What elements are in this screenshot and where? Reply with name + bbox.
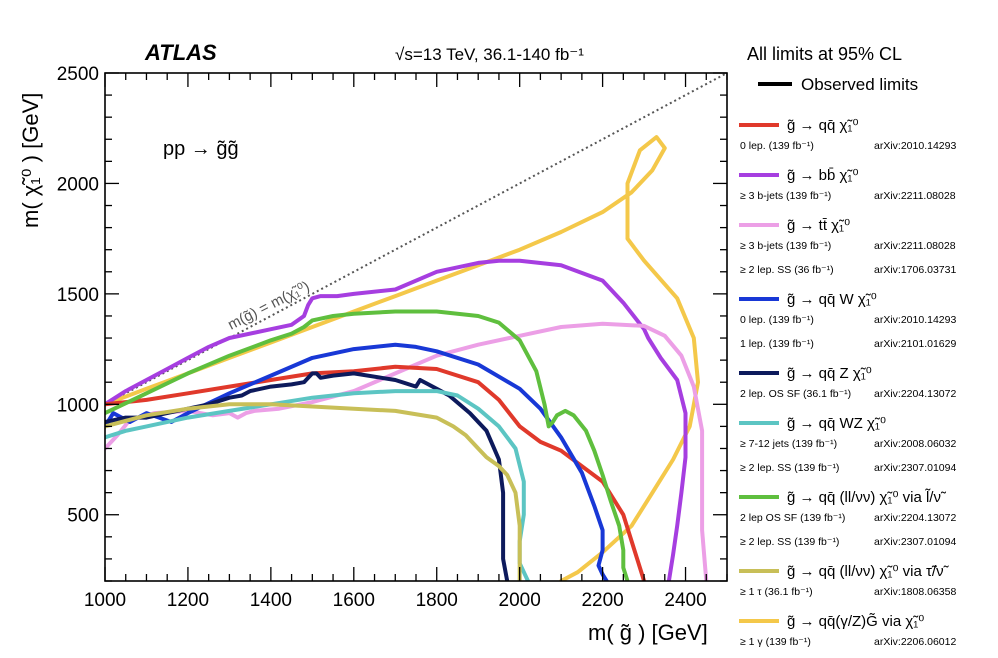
x-tick-label: 2400 — [664, 590, 706, 611]
process-label: pp → g̃g̃ — [163, 138, 239, 160]
legend-note-ref: arXiv:2204.13072 — [874, 512, 956, 524]
legend-entry-label: g̃ → tt̄ χ̃₁⁰ — [787, 217, 850, 234]
series-line-olive — [105, 402, 522, 581]
y-axis-label: m( χ̃₁⁰ ) [GeV] — [18, 93, 43, 228]
series-line-yellow — [105, 135, 700, 581]
legend-note-ref: arXiv:1706.03731 — [874, 264, 956, 276]
legend-note-ref: arXiv:2211.08028 — [874, 240, 956, 252]
y-tick-label: 1000 — [57, 395, 99, 416]
series-line-pink — [105, 321, 709, 581]
x-tick-label: 1600 — [333, 590, 375, 611]
diagonal-label: m(g̃) = m(χ̃₁⁰) — [225, 278, 312, 334]
legend-entry-label: g̃ → qq̄ (ll/νν) χ̃₁⁰ via τ̃/ν̃ — [787, 563, 950, 580]
legend-note-ref: arXiv:2307.01094 — [874, 536, 956, 548]
x-tick-label: 1200 — [167, 590, 209, 611]
y-tick-label: 1500 — [57, 285, 99, 306]
series-line-green — [105, 309, 630, 581]
series-line-blue — [105, 342, 609, 581]
y-tick-label: 500 — [67, 506, 99, 527]
x-axis-label: m( g̃ ) [GeV] — [588, 620, 708, 645]
series-line-purple — [105, 258, 688, 581]
legend-note-ref: arXiv:2008.06032 — [874, 438, 956, 450]
observed-legend-label: Observed limits — [801, 75, 918, 94]
legend-entry-label: g̃ → qq̄ (ll/νν) χ̃₁⁰ via l̃/ν̃ — [787, 488, 947, 506]
legend-note-label: 1 lep. (139 fb⁻¹) — [740, 338, 814, 350]
legend-entry-label: g̃ → qq̄ Z χ̃₁⁰ — [787, 365, 872, 382]
legend-note-label: 0 lep. (139 fb⁻¹) — [740, 314, 814, 326]
legend-note-ref: arXiv:2204.13072 — [874, 388, 956, 400]
legend-entry-label: g̃ → qq̄(γ/Z)G̃ via χ̃₁⁰ — [787, 613, 924, 630]
series-line-teal — [105, 389, 530, 581]
cl-note: All limits at 95% CL — [747, 44, 902, 64]
energy-subtitle: √s=13 TeV, 36.1-140 fb⁻¹ — [395, 45, 584, 64]
legend-note-label: ≥ 2 lep. SS (139 fb⁻¹) — [740, 462, 839, 474]
y-tick-label: 2500 — [57, 64, 99, 85]
legend-note-label: ≥ 3 b-jets (139 fb⁻¹) — [740, 190, 831, 202]
x-tick-label: 1400 — [250, 590, 292, 611]
x-tick-label: 1000 — [84, 590, 126, 611]
legend-entry-label: g̃ → qq̄ W χ̃₁⁰ — [787, 291, 877, 308]
x-tick-label: 1800 — [416, 590, 458, 611]
legend-note-label: 2 lep OS SF (139 fb⁻¹) — [740, 512, 845, 524]
legend-note-ref: arXiv:1808.06358 — [874, 586, 956, 598]
legend-note-label: 0 lep. (139 fb⁻¹) — [740, 140, 814, 152]
axis-ticks: 1000 1200 1400 1600 1800 2000 2200 2400 500 1000 1… — [57, 64, 728, 611]
legend-note-ref: arXiv:2010.14293 — [874, 314, 956, 326]
legend-note-label: ≥ 1 τ (36.1 fb⁻¹) — [740, 586, 813, 598]
legend-note-label: 2 lep. OS SF (36.1 fb⁻¹) — [740, 388, 851, 400]
legend-note-label: ≥ 3 b-jets (139 fb⁻¹) — [740, 240, 831, 252]
legend: g̃ → qq̄ χ̃₁⁰ 0 lep. (139 fb⁻¹) arXiv:2010… — [739, 117, 956, 648]
legend-note-label: ≥ 2 lep. SS (36 fb⁻¹) — [740, 264, 834, 276]
legend-note-label: ≥ 2 lep. SS (139 fb⁻¹) — [740, 536, 839, 548]
legend-note-label: ≥ 1 γ (139 fb⁻¹) — [740, 636, 811, 648]
legend-note-ref: arXiv:2307.01094 — [874, 462, 956, 474]
legend-entry-label: g̃ → qq̄ WZ χ̃₁⁰ — [787, 415, 886, 432]
x-tick-label: 2200 — [581, 590, 623, 611]
atlas-title: ATLAS — [144, 40, 217, 65]
series-line-red — [105, 364, 647, 581]
series-group — [105, 135, 709, 581]
x-tick-label: 2000 — [499, 590, 541, 611]
y-tick-label: 2000 — [57, 174, 99, 195]
legend-entry-label: g̃ → bb̄ χ̃₁⁰ — [787, 167, 858, 184]
legend-note-ref: arXiv:2101.01629 — [874, 338, 956, 350]
legend-note-ref: arXiv:2010.14293 — [874, 140, 956, 152]
legend-note-ref: arXiv:2206.06012 — [874, 636, 956, 648]
legend-entry-label: g̃ → qq̄ χ̃₁⁰ — [787, 117, 858, 134]
legend-note-ref: arXiv:2211.08028 — [874, 190, 956, 202]
legend-note-label: ≥ 7-12 jets (139 fb⁻¹) — [740, 438, 837, 450]
